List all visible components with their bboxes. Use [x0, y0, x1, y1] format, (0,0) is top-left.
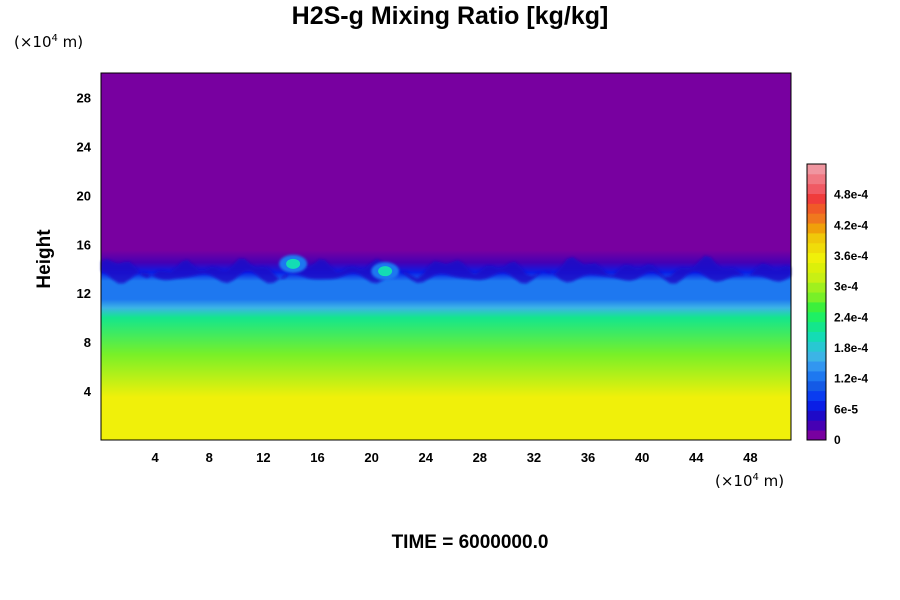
colorbar-swatch: [807, 213, 826, 224]
colorbar-swatch: [807, 262, 826, 273]
y-tick-label: 8: [84, 335, 91, 350]
colorbar-tick-label: 3e-4: [834, 280, 858, 294]
colorbar-swatch: [807, 272, 826, 283]
colorbar-swatch: [807, 233, 826, 244]
colorbar-swatch: [807, 361, 826, 372]
x-tick-label: 48: [743, 450, 757, 465]
colorbar-swatch: [807, 183, 826, 194]
colorbar-swatch: [807, 380, 826, 392]
x-tick-label: 12: [256, 450, 270, 465]
plot-frame: [100, 72, 792, 441]
colorbar-swatch: [807, 164, 826, 175]
colorbar-swatch: [807, 341, 826, 352]
x-tick-label: 16: [310, 450, 324, 465]
colorbar-swatch: [807, 282, 826, 293]
colorbar-swatch: [807, 400, 826, 411]
y-axis: 4 8 12 16 20 24 28: [77, 90, 92, 399]
colorbar-tick-label: 2.4e-4: [834, 310, 868, 324]
colorbar-swatch: [807, 390, 826, 401]
colorbar-swatch: [807, 321, 826, 332]
colorbar-tick-label: 0: [834, 433, 841, 447]
colorbar-swatch: [807, 430, 826, 441]
interface-band: [101, 255, 791, 284]
x-tick-label: 28: [473, 450, 487, 465]
hotspot-1: [286, 258, 301, 269]
x-axis: 4 8 12 16 20 24 28 32 36 40 44 48: [152, 450, 758, 465]
x-tick-label: 20: [364, 450, 378, 465]
x-tick-label: 44: [689, 450, 704, 465]
x-tick-label: 4: [152, 450, 160, 465]
y-tick-label: 4: [84, 384, 92, 399]
colorbar-swatch: [807, 351, 826, 362]
colorbar-tick-label: 6e-5: [834, 402, 858, 416]
y-tick-label: 20: [77, 188, 91, 203]
y-tick-label: 12: [77, 286, 91, 301]
colorbar-swatch: [807, 203, 826, 214]
colorbar-tick-label: 4.2e-4: [834, 218, 868, 232]
colorbar-swatch: [807, 302, 826, 313]
colorbar-swatch: [807, 223, 826, 234]
colorbar-swatch: [807, 311, 826, 323]
colorbar-swatch: [807, 252, 826, 263]
x-tick-label: 32: [527, 450, 541, 465]
colorbar-tick-label: 1.2e-4: [834, 372, 868, 386]
chart-title: H2S-g Mixing Ratio [kg/kg]: [291, 2, 609, 30]
colorbar-swatch: [807, 331, 826, 342]
colorbar-swatch: [807, 242, 826, 254]
time-label: TIME = 6000000.0: [391, 532, 549, 553]
colorbar-tick-label: 3.6e-4: [834, 249, 868, 263]
x-tick-label: 24: [418, 450, 433, 465]
colorbar-tick-label: 4.8e-4: [834, 188, 868, 202]
x-tick-label: 8: [206, 450, 213, 465]
plot-area: [100, 72, 792, 441]
colorbar-swatch: [807, 193, 826, 204]
colorbar-swatch: [807, 292, 826, 303]
colorbar-tick-label: 1.8e-4: [834, 341, 868, 355]
colorbar: 0 6e-5 1.2e-4 1.8e-4 2.4e-4 3e-4 3.6e-4 4.2e-4 4…: [806, 163, 868, 447]
x-axis-unit: (×104 m): [715, 472, 785, 490]
y-axis-unit: (×104 m): [14, 33, 84, 51]
colorbar-swatch: [807, 410, 826, 421]
colorbar-swatch: [807, 173, 826, 185]
concentration-field: [101, 73, 791, 440]
x-tick-label: 36: [581, 450, 595, 465]
colorbar-swatch: [807, 420, 826, 431]
y-tick-label: 16: [77, 237, 91, 252]
x-tick-label: 40: [635, 450, 649, 465]
hotspot-2: [378, 266, 393, 277]
y-tick-label: 24: [77, 139, 92, 154]
colorbar-frame: [806, 163, 827, 441]
colorbar-swatch: [807, 371, 826, 382]
y-tick-label: 28: [77, 90, 91, 105]
